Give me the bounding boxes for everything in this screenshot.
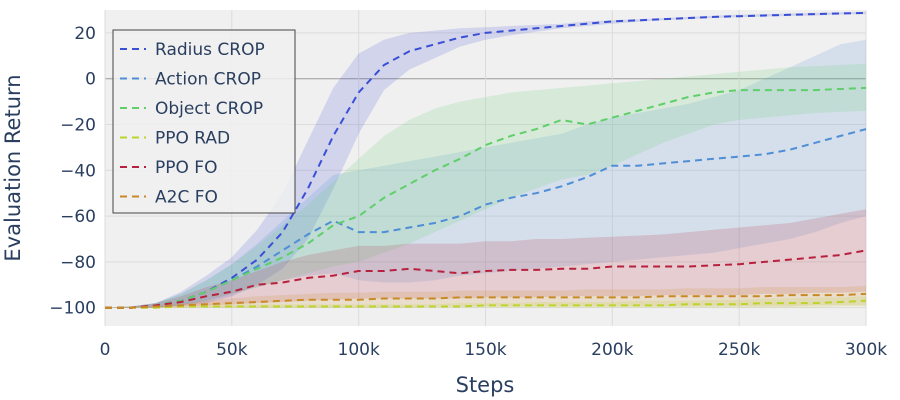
- y-tick-label: 20: [74, 24, 96, 44]
- series-lines: [105, 12, 867, 309]
- confidence-band: [105, 39, 866, 308]
- x-tick-label: 100k: [338, 340, 380, 360]
- legend-label: Action CROP: [155, 70, 261, 90]
- legend-label: PPO FO: [155, 158, 217, 178]
- legend-label: A2C FO: [155, 188, 218, 208]
- confidence-band: [105, 285, 866, 308]
- x-tick-label: 50k: [216, 340, 248, 360]
- series-line: [105, 292, 867, 309]
- legend-label: Object CROP: [155, 99, 263, 119]
- confidence-bands: [105, 11, 866, 308]
- legend: Radius CROP Action CROP Object CROP PPO RAD…: [112, 29, 296, 214]
- y-tick-label: −20: [60, 115, 96, 135]
- y-tick-label: −60: [60, 207, 96, 227]
- series-line: [105, 249, 867, 309]
- confidence-band: [105, 11, 866, 308]
- y-tick-label: −80: [60, 253, 96, 273]
- series-line: [105, 299, 867, 309]
- x-tick-labels: 0 50k 100k 150k 200k 250k 300k: [100, 340, 888, 360]
- legend-box: [112, 29, 296, 214]
- x-tick-label: 150k: [464, 340, 506, 360]
- legend-label: PPO RAD: [155, 129, 230, 149]
- series-line: [105, 12, 867, 309]
- y-tick-label: −40: [60, 161, 96, 181]
- confidence-band: [105, 209, 866, 308]
- y-axis-title: Evaluation Return: [1, 74, 25, 261]
- legend-label: Radius CROP: [155, 40, 265, 60]
- x-tick-label: 300k: [845, 340, 887, 360]
- x-tick-label: 250k: [718, 340, 760, 360]
- y-tick-labels: −100 −80 −60 −40 −20 0 20: [49, 24, 96, 319]
- confidence-band: [105, 63, 866, 308]
- y-tick-label: 0: [85, 70, 96, 90]
- x-tick-label: 200k: [591, 340, 633, 360]
- y-tick-label: −100: [49, 299, 96, 319]
- x-axis-title: Steps: [456, 373, 515, 397]
- x-tick-label: 0: [100, 340, 111, 360]
